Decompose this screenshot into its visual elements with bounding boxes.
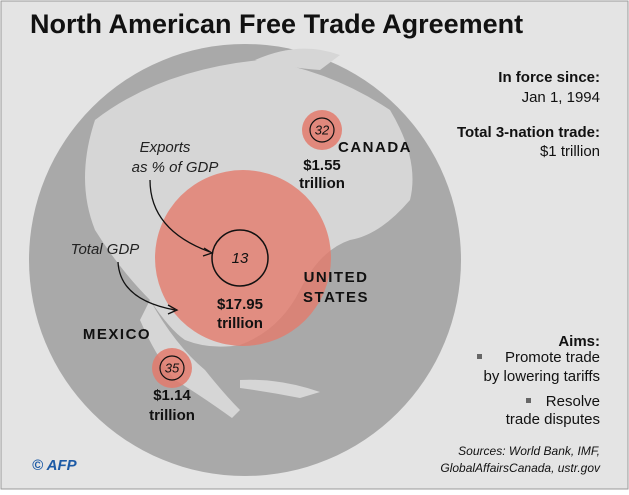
gdp-value: $17.95 — [217, 296, 263, 313]
fact-label: In force since: — [498, 69, 600, 86]
gdp-arrowhead — [167, 304, 179, 315]
aims-title: Aims: — [558, 333, 600, 350]
gdp-value: $1.55 — [303, 157, 341, 174]
gdp-value: $1.14 — [153, 387, 191, 404]
country-name: MEXICO — [83, 326, 151, 343]
exports-value: 32 — [315, 122, 330, 137]
arctic-land — [255, 48, 340, 70]
aim-item: trade disputes — [506, 411, 600, 428]
exports-arrow — [149, 179, 211, 253]
aim-item: Promote trade — [505, 349, 600, 366]
mexico-exports-circle — [159, 355, 185, 381]
gdp-arrow — [117, 261, 176, 311]
exports-label: as % of GDP — [132, 159, 219, 176]
gdp-value: trillion — [217, 315, 263, 332]
sources: Sources: World Bank, IMF, — [458, 444, 600, 458]
title: North American Free Trade Agreement — [30, 9, 523, 39]
logo: © AFP — [32, 457, 78, 474]
gdp-value: trillion — [149, 407, 195, 424]
sources: GlobalAffairsCanada, ustr.gov — [440, 461, 601, 475]
aim-item: Resolve — [546, 393, 600, 410]
fact-value: $1 trillion — [540, 143, 600, 160]
exports-label: Exports — [140, 139, 191, 156]
exports-value: 35 — [165, 360, 180, 375]
gdp-value: trillion — [299, 175, 345, 192]
country-name: UNITED — [304, 269, 369, 286]
country-name: CANADA — [338, 139, 412, 156]
country-name: STATES — [303, 289, 369, 306]
exports-value: 13 — [232, 250, 249, 267]
gdp-label: Total GDP — [71, 241, 140, 258]
aim-item: by lowering tariffs — [484, 368, 600, 385]
us-gdp-bubble — [155, 170, 331, 346]
bullet — [477, 354, 482, 359]
fact-value: Jan 1, 1994 — [522, 89, 600, 106]
canada-gdp-bubble — [302, 110, 342, 150]
mexico-land — [140, 300, 240, 418]
mexico-gdp-bubble — [152, 348, 192, 388]
exports-arrowhead — [202, 247, 214, 257]
fact-label: Total 3-nation trade: — [457, 124, 600, 141]
caribbean-land — [240, 379, 320, 398]
canada-exports-circle — [309, 117, 335, 143]
bullet — [526, 398, 531, 403]
us-exports-circle — [211, 229, 269, 287]
